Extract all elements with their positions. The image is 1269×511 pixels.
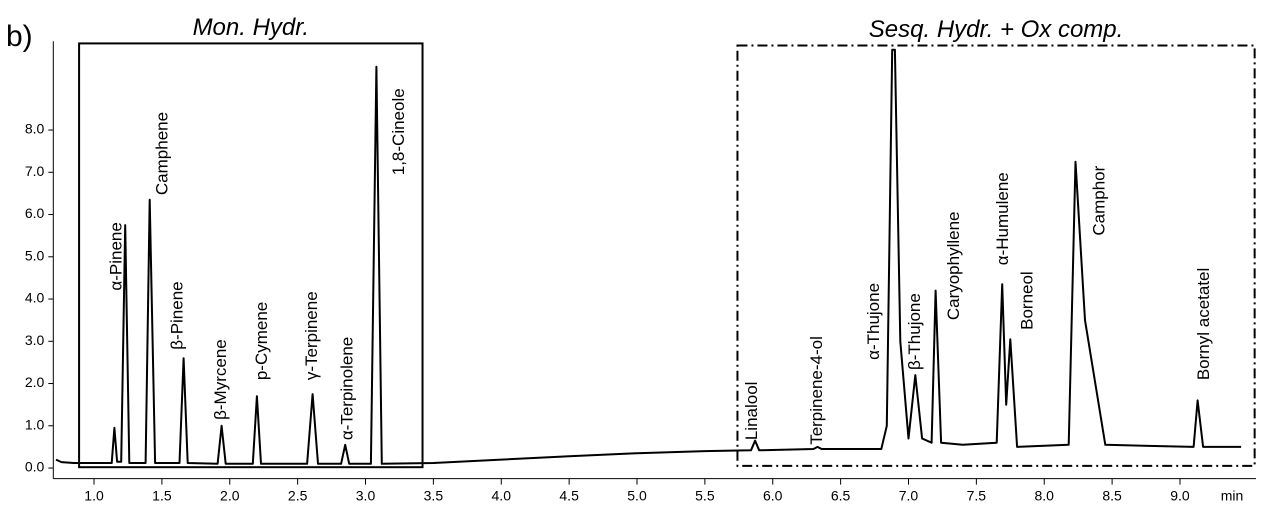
peak-label: β-Thujone (905, 293, 924, 370)
x-tick-label: 1.5 (152, 487, 172, 503)
y-tick-label: 4.0 (25, 290, 45, 306)
peak-label: α-Thujone (864, 283, 883, 360)
peak-label: β-Pinene (168, 281, 187, 349)
x-tick-label: 4.0 (492, 487, 512, 503)
y-tick-label: 5.0 (25, 247, 45, 263)
y-tick-label: 2.0 (25, 374, 45, 390)
y-tick-label: 1.0 (25, 416, 45, 432)
x-tick-label: 7.0 (899, 487, 919, 503)
region-title: Sesq. Hydr. + Ox comp. (869, 16, 1124, 43)
x-tick-label: 6.5 (831, 487, 851, 503)
peak-label: α-Pinene (107, 222, 126, 290)
x-tick-label: 8.0 (1035, 487, 1055, 503)
x-tick-label: 3.0 (356, 487, 376, 503)
peak-label: β-Myrcene (211, 339, 230, 420)
peak-label: Terpinene-4-ol (807, 336, 826, 445)
y-tick-label: 3.0 (25, 332, 45, 348)
peak-label: Camphene (153, 112, 172, 195)
x-axis-label: min (1221, 487, 1244, 503)
x-tick-label: 4.5 (559, 487, 579, 503)
x-tick-label: 3.5 (424, 487, 444, 503)
y-tick-label: 0.0 (25, 459, 45, 475)
chromatogram-trace (55, 48, 1242, 465)
peak-label: Linalool (742, 382, 761, 441)
x-tick-label: 2.0 (220, 487, 240, 503)
x-tick-label: 9.0 (1170, 487, 1190, 503)
peak-label: α-Terpinolene (337, 337, 356, 440)
peak-label: α-Humulene (993, 172, 1012, 265)
x-tick-label: 6.0 (763, 487, 783, 503)
x-tick-label: 1.0 (84, 487, 104, 503)
region-box (736, 44, 1256, 467)
x-tick-label: 8.5 (1102, 487, 1122, 503)
peak-label: 1,8-Cineole (389, 88, 408, 175)
peak-label: γ-Terpinene (302, 291, 321, 380)
peak-label: Caryophyllene (944, 211, 963, 320)
peak-label: Bornyl acetatel (1194, 268, 1213, 380)
y-tick-label: 7.0 (25, 163, 45, 179)
y-tick-label: 8.0 (25, 121, 45, 137)
x-tick-label: 7.5 (967, 487, 987, 503)
peak-label: p-Cymene (252, 302, 271, 380)
x-tick-label: 5.0 (627, 487, 647, 503)
x-tick-label: 5.5 (695, 487, 715, 503)
y-tick-label: 6.0 (25, 205, 45, 221)
x-tick-label: 2.5 (288, 487, 308, 503)
region-box (78, 42, 424, 469)
region-title: Mon. Hydr. (193, 14, 309, 41)
panel-label: b) (6, 20, 33, 53)
peak-label: Borneol (1017, 271, 1036, 330)
peak-label: Camphor (1089, 165, 1108, 235)
